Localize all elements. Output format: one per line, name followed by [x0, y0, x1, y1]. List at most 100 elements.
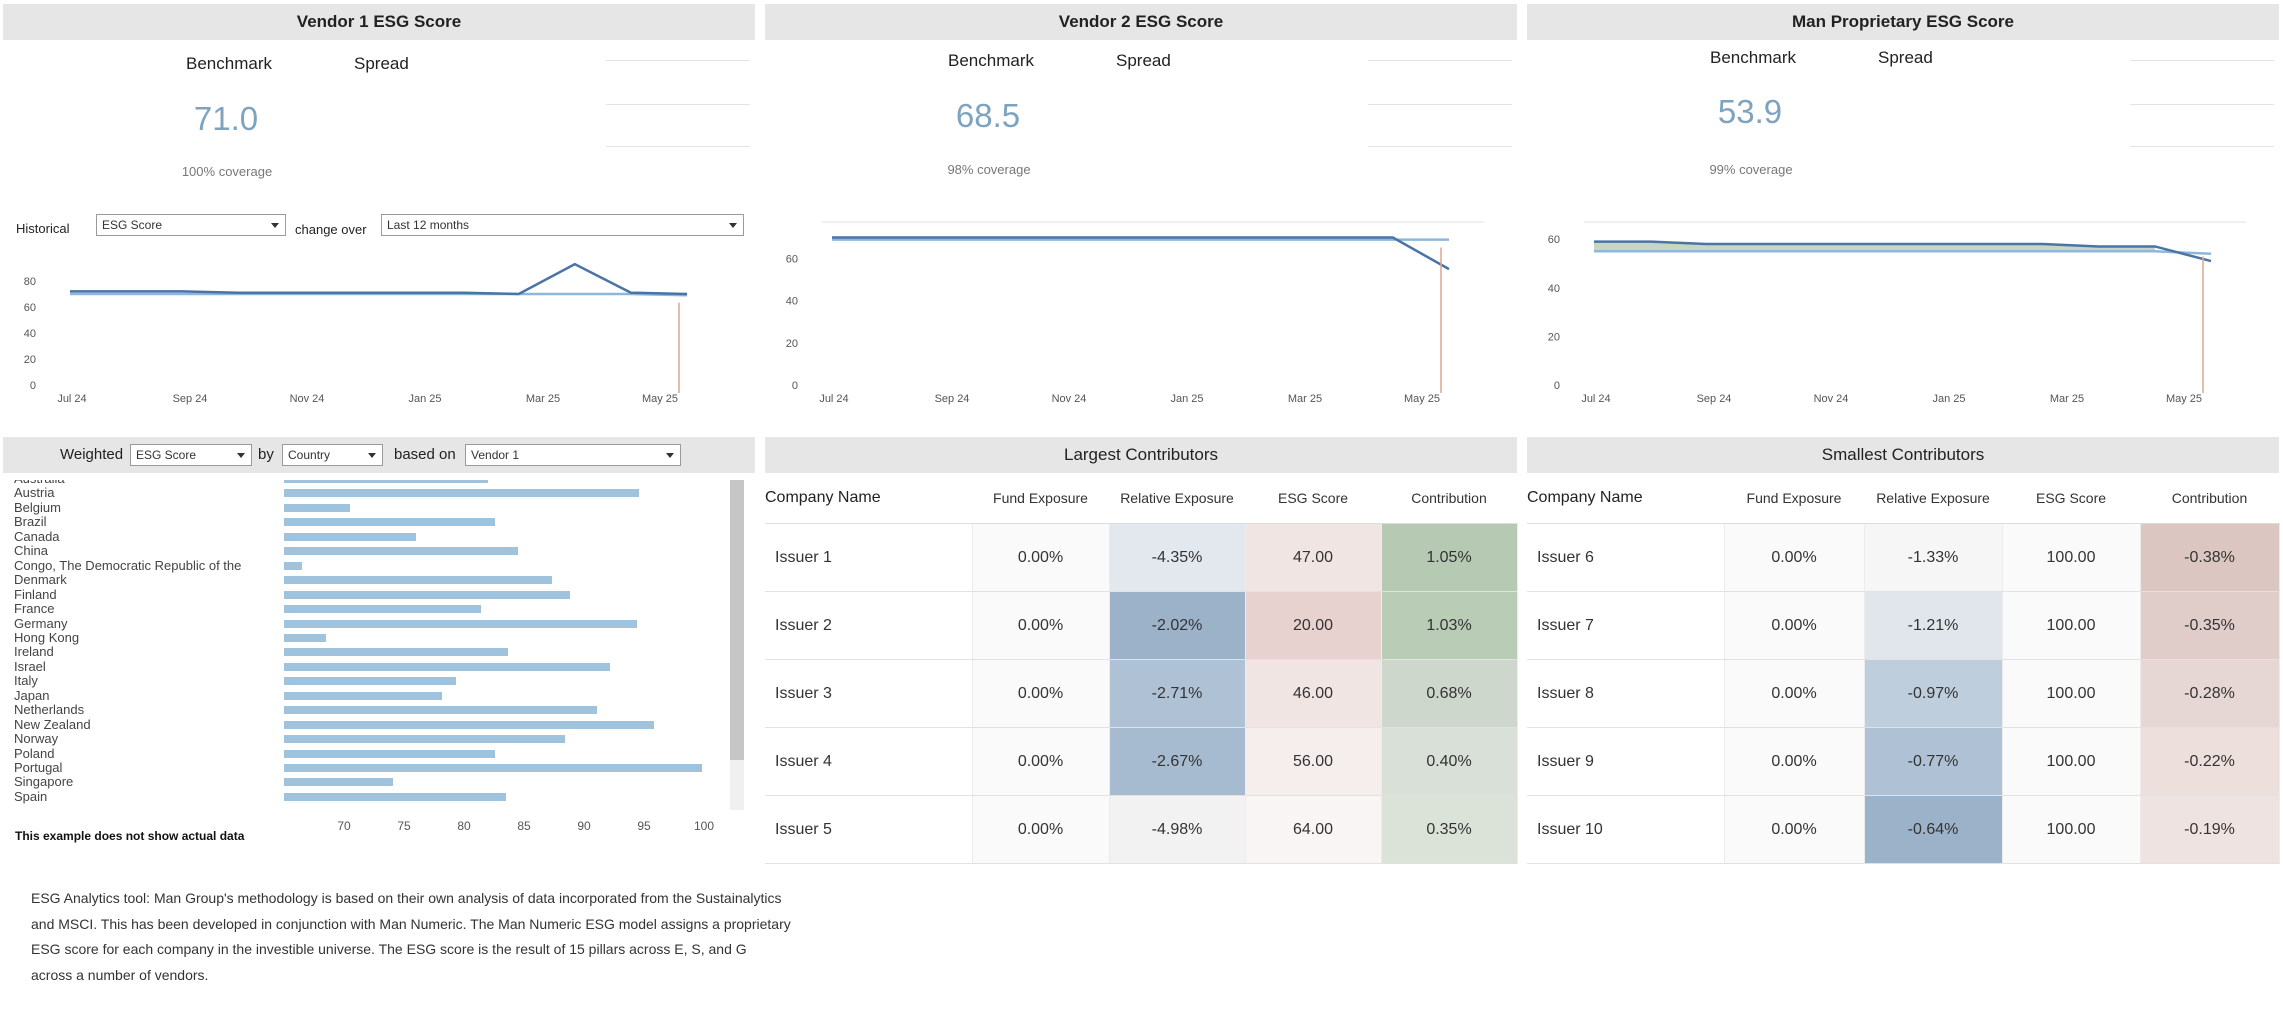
country-bar[interactable]	[284, 764, 702, 772]
country-bar[interactable]	[284, 605, 481, 614]
largest-title-text: Largest Contributors	[1063, 445, 1219, 464]
table-row[interactable]: Issuer 1 0.00% -4.35% 47.00 1.05%	[765, 523, 1518, 592]
largest-contributors-table: Company Name Fund Exposure Relative Exposu…	[765, 473, 1518, 864]
period-dropdown[interactable]: Last 12 months	[381, 214, 744, 236]
y-tick-label: 0	[792, 380, 798, 392]
column-header[interactable]: Fund Exposure	[1724, 473, 1864, 524]
fund-exposure-cell: 0.00%	[1724, 727, 1865, 796]
table-row[interactable]: Issuer 7 0.00% -1.21% 100.00 -0.35%	[1527, 591, 2280, 660]
relative-exposure-cell: -2.67%	[1109, 727, 1246, 796]
country-bar[interactable]	[284, 547, 518, 556]
metric-dropdown[interactable]: ESG Score	[96, 214, 286, 236]
spread-gridline	[606, 146, 750, 147]
country-label: Israel	[14, 658, 46, 674]
fund-exposure-cell: 0.00%	[1724, 591, 1865, 660]
y-tick-label: 40	[24, 328, 36, 340]
by-dropdown[interactable]: Country	[282, 444, 383, 466]
column-header[interactable]: Relative Exposure	[1864, 473, 2002, 524]
country-bar[interactable]	[284, 735, 565, 744]
smallest-title-text: Smallest Contributors	[1821, 445, 1985, 464]
chevron-down-icon	[271, 223, 279, 228]
country-bar[interactable]	[284, 633, 326, 642]
column-header[interactable]: Company Name	[1527, 473, 1724, 524]
x-tick-label: 95	[637, 819, 651, 833]
vendor1-spread-label: Spread	[354, 54, 409, 73]
relative-exposure-cell: -2.02%	[1109, 591, 1246, 660]
fund-exposure-cell: 0.00%	[972, 591, 1110, 660]
fund-exposure-cell: 0.00%	[1724, 795, 1865, 864]
country-bar[interactable]	[284, 590, 570, 599]
country-label: Spain	[14, 788, 48, 804]
table-row[interactable]: Issuer 3 0.00% -2.71% 46.00 0.68%	[765, 659, 1518, 728]
company-name-cell: Issuer 3	[765, 659, 973, 728]
column-header[interactable]: Contribution	[2140, 473, 2279, 524]
historical-label: Historical	[16, 221, 70, 236]
table-row[interactable]: Issuer 6 0.00% -1.33% 100.00 -0.38%	[1527, 523, 2280, 592]
country-bar[interactable]	[284, 518, 496, 527]
period-dropdown-value: Last 12 months	[387, 218, 470, 232]
x-tick-label: Mar 25	[1288, 393, 1322, 405]
country-bar[interactable]	[284, 706, 598, 715]
country-bar-x-axis: 70 75 80 85 90 95 100	[337, 819, 714, 833]
table-row[interactable]: Issuer 9 0.00% -0.77% 100.00 -0.22%	[1527, 727, 2280, 796]
column-header[interactable]: ESG Score	[2002, 473, 2140, 524]
country-bar[interactable]	[284, 532, 416, 541]
man-proprietary-panel-title: Man Proprietary ESG Score	[1527, 4, 2279, 40]
spread-gridline	[2130, 60, 2274, 61]
methodology-description: ESG Analytics tool: Man Group's methodol…	[31, 890, 791, 983]
company-name-cell: Issuer 4	[765, 727, 973, 796]
chevron-down-icon	[237, 453, 245, 458]
country-bar[interactable]	[284, 480, 488, 483]
country-bar[interactable]	[284, 648, 509, 657]
contribution-cell: 0.35%	[1381, 795, 1518, 864]
country-bar[interactable]	[284, 677, 456, 686]
country-label: Poland	[14, 745, 55, 761]
company-name-cell: Issuer 1	[765, 523, 973, 592]
country-bar[interactable]	[284, 576, 552, 585]
country-scrollbar[interactable]	[730, 480, 744, 810]
spread-gridline	[1368, 146, 1512, 147]
table-row[interactable]: Issuer 10 0.00% -0.64% 100.00 -0.19%	[1527, 795, 2280, 864]
weighted-dropdown[interactable]: ESG Score	[130, 444, 252, 466]
column-header[interactable]: ESG Score	[1245, 473, 1381, 524]
based-on-dropdown[interactable]: Vendor 1	[465, 444, 681, 466]
country-bar[interactable]	[284, 561, 302, 570]
fund-exposure-cell: 0.00%	[972, 659, 1110, 728]
country-bar[interactable]	[284, 749, 496, 758]
x-tick-label: Jan 25	[1170, 393, 1203, 405]
country-bar[interactable]	[284, 778, 394, 787]
vendor2-coverage: 98% coverage	[947, 162, 1031, 177]
table-row[interactable]: Issuer 5 0.00% -4.98% 64.00 0.35%	[765, 795, 1518, 864]
country-bar[interactable]	[284, 503, 350, 512]
smallest-contributors-table: Company Name Fund Exposure Relative Exposu…	[1527, 473, 2280, 864]
company-name-cell: Issuer 2	[765, 591, 973, 660]
x-tick-label: 80	[457, 819, 471, 833]
company-name-cell: Issuer 8	[1527, 659, 1725, 728]
contribution-cell: -0.28%	[2140, 659, 2280, 728]
column-header[interactable]: Contribution	[1381, 473, 1517, 524]
by-label: by	[258, 446, 274, 463]
scrollbar-thumb[interactable]	[730, 480, 744, 760]
country-label: China	[14, 543, 48, 559]
column-header[interactable]: Fund Exposure	[972, 473, 1109, 524]
y-tick-label: 40	[786, 296, 798, 308]
table-row[interactable]: Issuer 2 0.00% -2.02% 20.00 1.03%	[765, 591, 1518, 660]
country-bar[interactable]	[284, 792, 506, 801]
country-bar[interactable]	[284, 662, 611, 671]
table-row[interactable]: Issuer 8 0.00% -0.97% 100.00 -0.28%	[1527, 659, 2280, 728]
country-bar[interactable]	[284, 619, 637, 628]
table-row[interactable]: Issuer 4 0.00% -2.67% 56.00 0.40%	[765, 727, 1518, 796]
x-tick-label: May 25	[642, 393, 678, 405]
x-tick-label: 75	[397, 819, 411, 833]
country-label: Australia	[14, 480, 65, 486]
esg-score-cell: 100.00	[2002, 727, 2141, 796]
x-tick-label: Sep 24	[173, 393, 208, 405]
y-tick-label: 40	[1548, 283, 1560, 295]
country-bar[interactable]	[284, 691, 443, 700]
column-header[interactable]: Relative Exposure	[1109, 473, 1245, 524]
column-header[interactable]: Company Name	[765, 473, 972, 524]
benchmark-series-line	[1594, 250, 2212, 255]
country-label: Singapore	[14, 774, 74, 790]
country-bar[interactable]	[284, 489, 640, 498]
country-bar[interactable]	[284, 720, 654, 729]
